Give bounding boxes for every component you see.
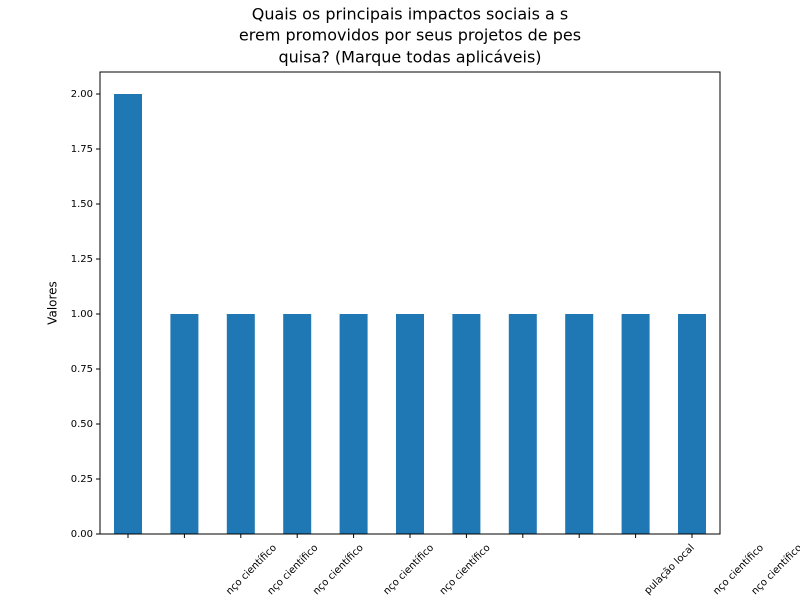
bar [621,314,650,534]
y-tick-label: 1.00 [71,309,93,320]
y-tick-label: 0.75 [71,364,93,375]
bar [170,314,199,534]
y-tick-label: 1.25 [71,254,93,265]
y-axis-label: Valores [46,281,60,325]
y-tick-label: 1.75 [71,144,93,155]
bar [339,314,368,534]
bar [678,314,706,534]
y-tick-label: 1.50 [71,199,93,210]
bar [452,314,481,534]
bar [565,314,594,534]
y-tick-label: 0.50 [71,419,93,430]
y-tick-label: 0.00 [71,529,93,540]
chart-title: erem promovidos por seus projetos de pes [239,26,581,45]
bar [226,314,255,534]
chart-title: Quais os principais impactos sociais a s [252,5,569,24]
bar [508,314,537,534]
bar [114,94,142,534]
plot-frame [99,71,721,535]
bar [396,314,424,534]
chart-title: quisa? (Marque todas aplicáveis) [278,48,541,67]
bar [283,314,312,534]
y-tick-label: 0.25 [71,474,93,485]
y-tick-label: 2.00 [71,89,93,100]
